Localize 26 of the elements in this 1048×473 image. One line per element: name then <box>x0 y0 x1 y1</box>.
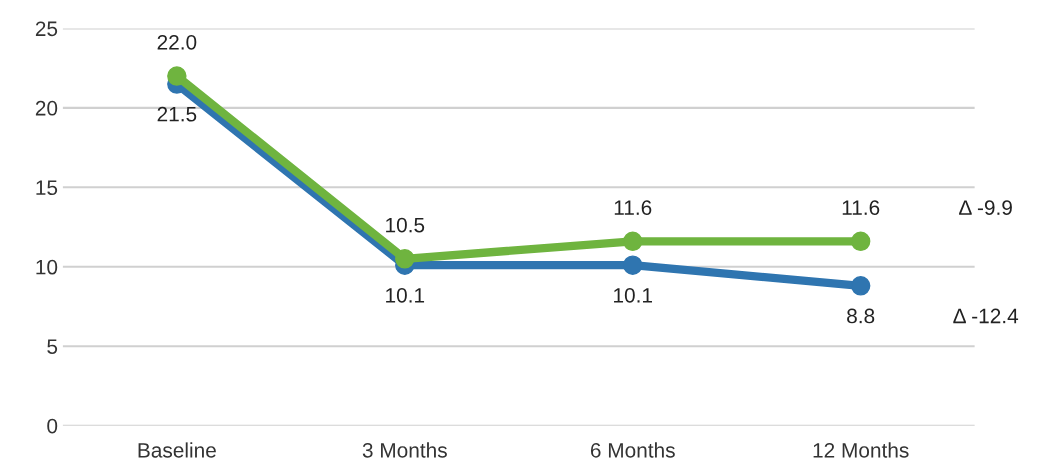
data-label: 10.5 <box>386 217 425 233</box>
x-tick-label: 3 Months <box>362 442 447 458</box>
data-label: 10.1 <box>386 287 425 303</box>
annotation: Δ -12.4 <box>953 308 1019 324</box>
x-tick-label: 12 Months <box>813 442 909 458</box>
point <box>623 255 643 275</box>
data-label: 10.1 <box>614 287 652 303</box>
y-tick-label: 15 <box>36 180 58 196</box>
y-tick-label: 0 <box>47 418 58 434</box>
data-label: 11.6 <box>842 200 880 215</box>
y-tick-label: 10 <box>36 259 58 275</box>
annotation: Δ -9.9 <box>959 200 1012 215</box>
data-label: 11.6 <box>614 200 652 215</box>
point <box>850 231 871 252</box>
point <box>623 231 643 252</box>
x-tick-label: Baseline <box>138 442 216 458</box>
y-tick-label: 25 <box>35 21 58 37</box>
point <box>395 249 415 269</box>
data-label: 22.0 <box>157 34 197 50</box>
x-tick-label: 6 Months <box>590 442 675 458</box>
point <box>167 66 187 86</box>
y-tick-label: 20 <box>35 100 58 116</box>
point <box>850 276 871 296</box>
y-tick-label: 5 <box>47 339 58 354</box>
data-label: 21.5 <box>157 106 197 122</box>
data-label: 8.8 <box>847 308 875 324</box>
